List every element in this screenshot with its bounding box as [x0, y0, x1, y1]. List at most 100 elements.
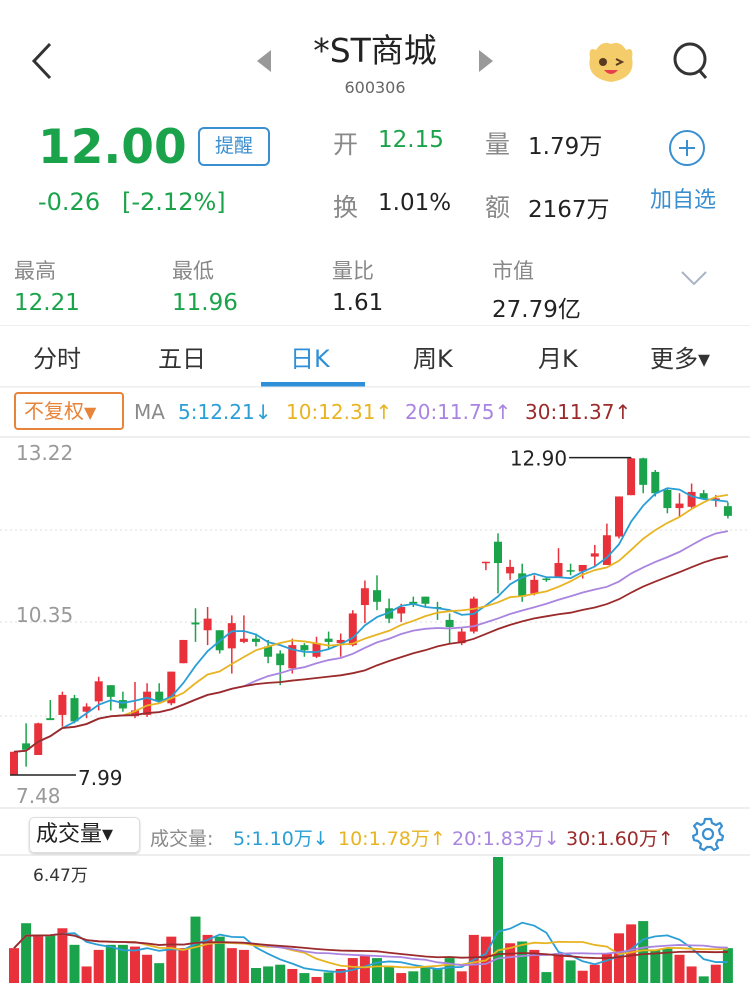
- candle-body: [191, 622, 200, 625]
- low-label: 7.99: [78, 766, 123, 790]
- volume-bar: [662, 948, 673, 983]
- candle-body: [22, 743, 31, 750]
- y-axis-label: 13.22: [16, 441, 73, 465]
- tab-more[interactable]: 更多▾: [650, 345, 711, 373]
- volume-bar: [323, 972, 334, 983]
- stat-high-value: 12.21: [14, 290, 80, 316]
- adjust-dropdown[interactable]: 不复权▼: [14, 392, 124, 430]
- stat-high-label: 最高: [14, 259, 56, 283]
- tab-weekly-k[interactable]: 周K: [413, 345, 453, 373]
- candle-body: [651, 471, 660, 494]
- ma5-line: [13, 487, 729, 753]
- tab-intraday[interactable]: 分时: [33, 345, 81, 373]
- candle-body: [639, 458, 648, 485]
- volume-bar: [238, 949, 249, 983]
- candle-body: [276, 653, 285, 666]
- volume-bar: [287, 968, 298, 983]
- tab-five-day[interactable]: 五日: [158, 345, 206, 373]
- volume-bar: [335, 968, 346, 983]
- volume-bar: [698, 976, 709, 983]
- volume-bar: [214, 936, 225, 983]
- candle-body: [578, 564, 587, 572]
- tab-monthly-k[interactable]: 月K: [538, 345, 578, 373]
- volume-bar: [589, 964, 600, 983]
- period-tabs: 分时 五日 日K 周K 月K 更多▾: [0, 325, 750, 387]
- volume-bar: [166, 936, 177, 983]
- volume-bar: [553, 953, 564, 983]
- candle-body: [385, 608, 394, 619]
- candle-body: [627, 458, 636, 496]
- volume-bar: [408, 971, 419, 983]
- volume-bar: [226, 948, 237, 983]
- volume-bar: [420, 966, 431, 983]
- volume-bar: [638, 921, 649, 983]
- ma10-value: 10:12.31↑: [286, 400, 393, 424]
- candle-body: [118, 700, 127, 709]
- candle-body: [264, 646, 273, 657]
- candle-body: [494, 541, 502, 564]
- mascot-wink-icon[interactable]: [584, 38, 638, 84]
- open-value: 12.15: [378, 127, 444, 153]
- volume-bar: [105, 944, 116, 983]
- candle-body: [554, 563, 563, 577]
- high-label: 12.90: [510, 447, 567, 471]
- vol-ma10: 10:1.78万↑: [338, 828, 446, 850]
- volume-bar: [263, 966, 274, 983]
- volume-bar: [45, 934, 56, 983]
- back-button[interactable]: [28, 40, 58, 82]
- volume-bar: [178, 948, 189, 983]
- volume-bar: [686, 966, 697, 983]
- candle-body: [530, 579, 539, 594]
- candle-body: [699, 493, 708, 499]
- volume-bar: [117, 944, 128, 983]
- active-tab-indicator: [261, 382, 365, 387]
- candle-body: [348, 613, 357, 646]
- vol-ma5-line: [13, 921, 728, 974]
- candle-body: [723, 506, 732, 516]
- candle-body: [227, 623, 236, 649]
- open-label: 开: [333, 130, 359, 159]
- volume-bar: [372, 958, 382, 983]
- y-axis-label: 7.48: [16, 784, 61, 808]
- ma-label: MA: [134, 400, 165, 424]
- volume-bar: [722, 948, 733, 983]
- candle-body: [203, 618, 212, 631]
- candle-body: [590, 553, 599, 557]
- vol-ma-label: 成交量:: [150, 828, 214, 850]
- volume-bar: [359, 955, 370, 983]
- candle-body: [46, 718, 55, 721]
- candle-body: [10, 751, 18, 775]
- volume-value: 1.79万: [528, 134, 603, 160]
- y-axis-label: 10.35: [16, 603, 73, 627]
- candle-body: [288, 645, 297, 669]
- candle-body: [457, 631, 466, 644]
- ma5-value: 5:12.21↓: [178, 400, 272, 424]
- volume-bar: [130, 946, 140, 983]
- vol-ma20: 20:1.83万↓: [452, 828, 560, 850]
- candle-body: [70, 698, 79, 722]
- tab-daily-k[interactable]: 日K: [290, 345, 330, 373]
- volume-bar: [432, 968, 443, 983]
- candle-body: [602, 535, 611, 565]
- volume-bar: [541, 972, 552, 983]
- next-stock-button[interactable]: [479, 50, 493, 72]
- volume-bar: [202, 934, 213, 983]
- expand-stats-button[interactable]: [680, 268, 708, 288]
- add-watchlist-button[interactable]: 加自选: [648, 128, 728, 213]
- remind-button[interactable]: 提醒: [198, 127, 270, 166]
- prev-stock-button[interactable]: [257, 50, 271, 72]
- candle-body: [252, 638, 260, 642]
- candle-body: [469, 598, 478, 632]
- current-price: 12.00: [38, 120, 187, 175]
- vol-ma30-line: [13, 932, 728, 960]
- candle-body: [481, 561, 490, 564]
- search-button[interactable]: [670, 40, 712, 82]
- candle-body: [687, 491, 696, 507]
- volume-bar: [384, 966, 395, 983]
- volume-label: 量: [485, 130, 511, 159]
- chevron-left-icon: [31, 42, 52, 80]
- indicator-dropdown[interactable]: 成交量▾: [29, 817, 140, 853]
- amount-value: 2167万: [528, 197, 610, 223]
- settings-button[interactable]: [690, 816, 726, 852]
